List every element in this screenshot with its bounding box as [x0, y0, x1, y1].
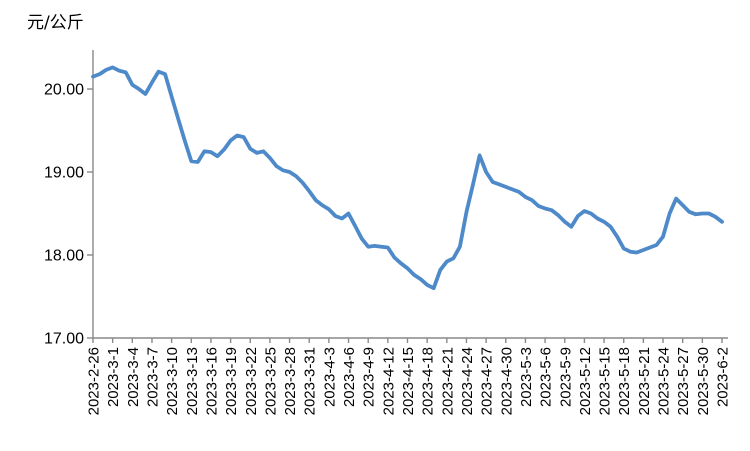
x-tick-label: 2023-5-27 — [675, 347, 692, 415]
y-tick-label: 17.00 — [44, 331, 84, 348]
x-tick-label: 2023-4-30 — [498, 347, 515, 415]
x-tick-label: 2023-3-13 — [184, 347, 201, 415]
x-tick-label: 2023-5-18 — [616, 347, 633, 415]
x-tick-label: 2023-4-12 — [380, 347, 397, 415]
y-tick-label: 18.00 — [44, 248, 84, 265]
x-tick-label: 2023-3-10 — [164, 347, 181, 415]
x-tick-label: 2023-3-31 — [302, 347, 319, 415]
x-tick-label: 2023-4-24 — [459, 347, 476, 415]
y-tick-label: 19.00 — [44, 165, 84, 182]
x-tick-label: 2023-4-9 — [361, 347, 378, 407]
y-axis-ticks: 20.00 19.00 18.00 17.00 — [44, 82, 93, 348]
x-tick-label: 2023-3-28 — [282, 347, 299, 415]
x-tick-label: 2023-3-25 — [262, 347, 279, 415]
x-tick-label: 2023-4-6 — [341, 347, 358, 407]
x-tick-label: 2023-5-21 — [636, 347, 653, 415]
x-tick-label: 2023-6-2 — [715, 347, 732, 407]
x-tick-label: 2023-3-7 — [144, 347, 161, 407]
x-tick-label: 2023-4-21 — [439, 347, 456, 415]
y-axis-unit-label: 元/公斤 — [27, 13, 84, 33]
x-tick-label: 2023-4-27 — [479, 347, 496, 415]
x-tick-label: 2023-5-12 — [577, 347, 594, 415]
price-line-series — [91, 65, 724, 291]
x-axis-ticks: 2023-2-26 2023-3-1 2023-3-4 2023-3-7 2023-3-… — [86, 338, 732, 415]
x-tick-label: 2023-4-18 — [420, 347, 437, 415]
x-tick-label: 2023-5-6 — [538, 347, 555, 407]
x-tick-label: 2023-5-9 — [557, 347, 574, 407]
y-tick-label: 20.00 — [44, 82, 84, 99]
x-tick-label: 2023-4-3 — [321, 347, 338, 407]
x-tick-label: 2023-4-15 — [400, 347, 417, 415]
x-tick-label: 2023-3-16 — [203, 347, 220, 415]
x-tick-label: 2023-3-1 — [105, 347, 122, 407]
x-tick-label: 2023-5-3 — [518, 347, 535, 407]
x-tick-label: 2023-5-30 — [695, 347, 712, 415]
x-tick-label: 2023-3-19 — [223, 347, 240, 415]
x-tick-label: 2023-5-15 — [597, 347, 614, 415]
x-tick-label: 2023-3-22 — [243, 347, 260, 415]
x-tick-label: 2023-3-4 — [125, 347, 142, 407]
x-tick-label: 2023-2-26 — [86, 347, 103, 415]
x-tick-label: 2023-5-24 — [656, 347, 673, 415]
